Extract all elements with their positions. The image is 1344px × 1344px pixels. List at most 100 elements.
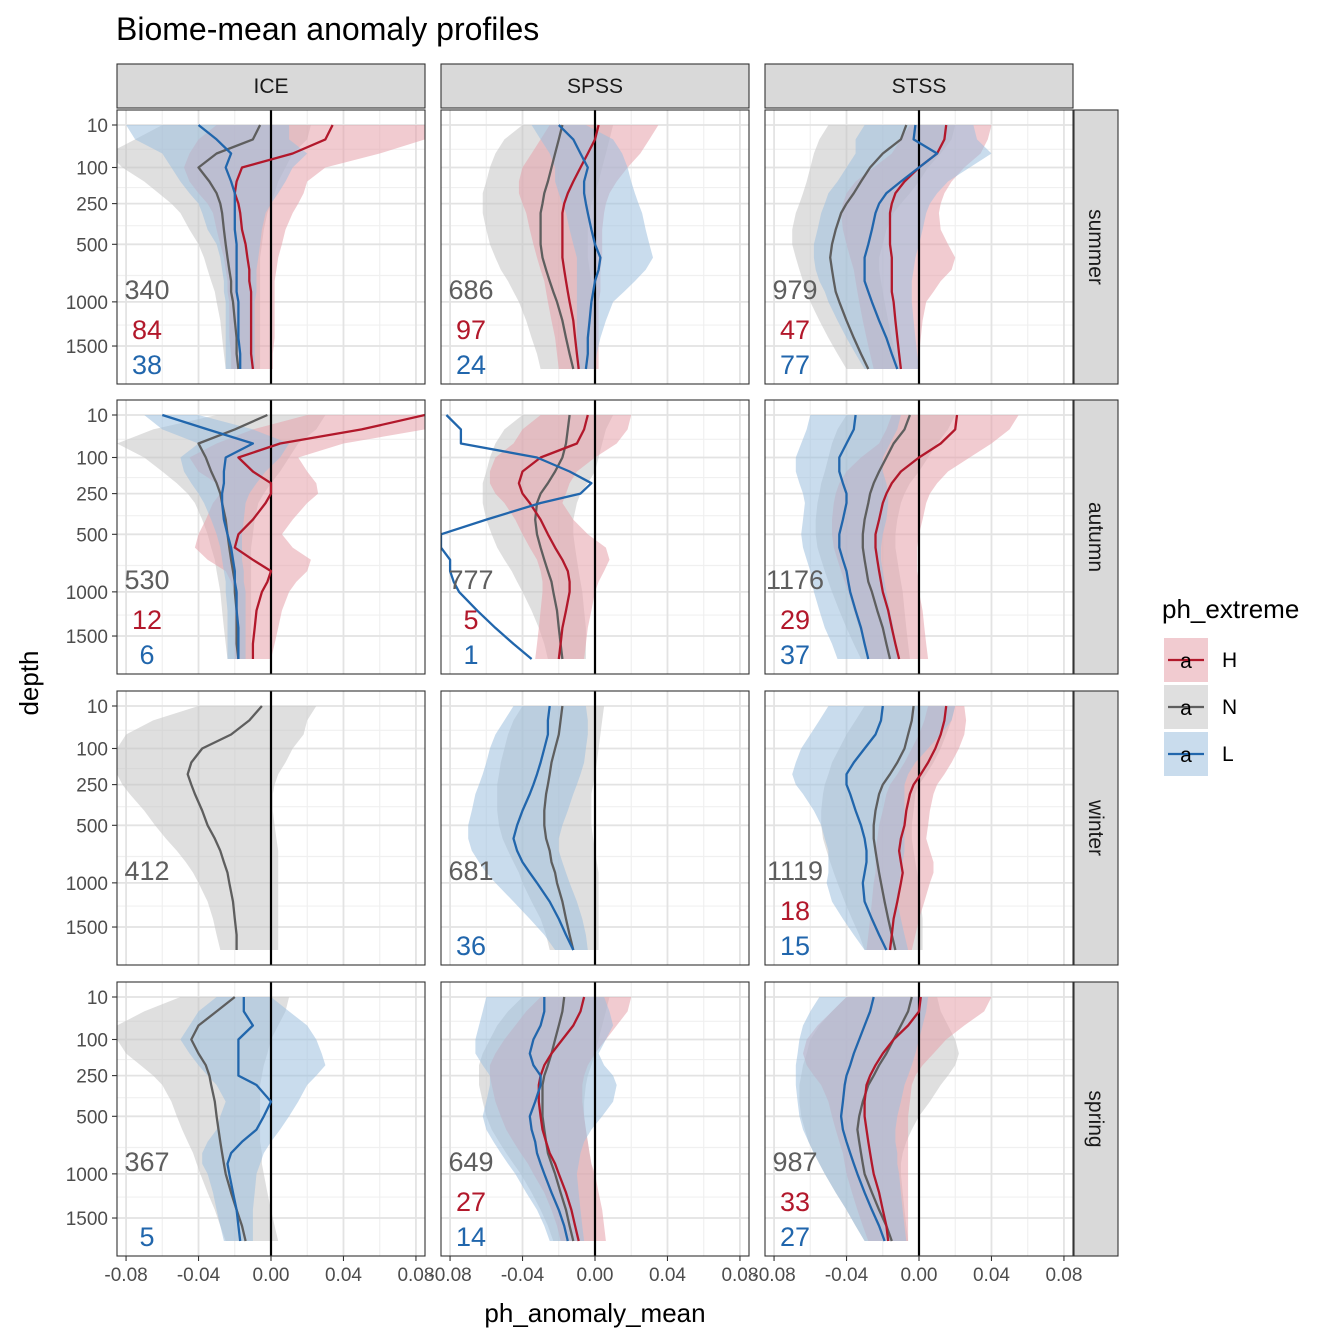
- panel-border: [440, 109, 750, 385]
- mean-line-H: [863, 996, 922, 1242]
- count-label-L: 77: [780, 350, 810, 380]
- count-label-H: 29: [780, 605, 810, 635]
- strip-label-summer: summer: [1084, 209, 1107, 285]
- count-label-H: 5: [463, 605, 478, 635]
- panel-border: [764, 399, 1074, 675]
- y-tick-label: 1000: [66, 583, 108, 604]
- legend-label: L: [1222, 743, 1234, 766]
- strip-label-winter: winter: [1084, 799, 1107, 856]
- mean-line-N: [190, 996, 247, 1242]
- mean-line-L: [845, 705, 888, 951]
- plot-area: [117, 400, 425, 674]
- plot-area: [117, 691, 317, 965]
- count-label-N: 979: [772, 275, 817, 305]
- count-label-N: 1176: [766, 565, 824, 595]
- legend-label: N: [1222, 696, 1237, 719]
- y-tick-label: 1500: [66, 337, 108, 358]
- mean-line-L: [528, 997, 569, 1242]
- x-tick-label: 0.08: [397, 1265, 434, 1286]
- ribbon-L: [795, 997, 929, 1241]
- panel-border: [764, 690, 1074, 966]
- count-label-N: 777: [448, 565, 493, 595]
- mean-line-N: [539, 124, 575, 370]
- plot-area: [441, 400, 632, 674]
- count-label-L: 38: [132, 350, 162, 380]
- legend: ph_extreme a Ha Na L: [1162, 594, 1299, 776]
- panel-ice-autumn: 530 12 6 10 100 250 500 1000 1500: [66, 399, 426, 675]
- count-label-L: 36: [456, 931, 486, 961]
- ribbon-L: [531, 125, 653, 369]
- x-tick-label: 0.08: [721, 1265, 758, 1286]
- mean-line-N: [543, 705, 575, 951]
- plot-area: [792, 110, 992, 384]
- mean-line-N: [829, 124, 908, 370]
- mean-line-L: [838, 414, 870, 660]
- y-tick-label: 250: [76, 195, 108, 216]
- mean-line-H: [888, 705, 948, 951]
- x-tick-label: 0.04: [973, 1265, 1010, 1286]
- x-tick-label: 0.00: [901, 1265, 938, 1286]
- count-label-L: 27: [780, 1222, 810, 1252]
- mean-line-L: [161, 413, 255, 659]
- x-tick-label: -0.08: [428, 1265, 471, 1286]
- plot-area: [475, 982, 632, 1256]
- y-axis-title: depth: [14, 650, 44, 715]
- ribbon-L: [144, 415, 290, 659]
- legend-key-glyph: a: [1180, 697, 1192, 720]
- y-tick-label: 10: [87, 406, 108, 427]
- panel-stss-winter: 1119 18 15: [764, 690, 1074, 966]
- y-tick-label: 500: [76, 235, 108, 256]
- mean-line-L: [557, 124, 602, 370]
- panel-border: [440, 399, 750, 675]
- y-tick-label: 1000: [66, 293, 108, 314]
- count-label-N: 367: [124, 1147, 169, 1177]
- x-tick-label: 0.04: [325, 1265, 362, 1286]
- panel-border: [764, 109, 1074, 385]
- count-label-N: 649: [448, 1147, 493, 1177]
- panel-spss-summer: 686 97 24: [440, 109, 750, 385]
- mean-line-N: [861, 414, 911, 660]
- strip-label-spring: spring: [1084, 1090, 1107, 1147]
- legend-label: H: [1222, 649, 1237, 672]
- y-tick-label: 500: [76, 816, 108, 837]
- plot-area: [795, 400, 1019, 674]
- strip-label-stss: STSS: [892, 75, 947, 98]
- mean-line-N: [872, 705, 915, 951]
- count-label-N: 1119: [767, 856, 823, 886]
- strip-spring: [1073, 981, 1119, 1257]
- plot-area: [482, 110, 659, 384]
- panels-layer: ICE SPSS STSS summer autumn winter spring 340 84…: [66, 63, 1119, 1286]
- strip-stss: [764, 63, 1074, 109]
- count-label-N: 686: [448, 275, 493, 305]
- mean-line-H: [874, 414, 959, 660]
- x-tick-label: -0.04: [177, 1265, 221, 1286]
- x-tick-label: 0.00: [577, 1265, 614, 1286]
- x-tick-label: 0.04: [649, 1265, 686, 1286]
- y-tick-label: 1000: [66, 874, 108, 895]
- x-tick-label: -0.08: [104, 1265, 147, 1286]
- x-axis-title: ph_anomaly_mean: [484, 1298, 705, 1328]
- count-label-H: 97: [456, 315, 486, 345]
- count-label-H: 18: [780, 896, 810, 926]
- plot-area: [117, 110, 425, 384]
- strip-label-spss: SPSS: [567, 75, 623, 98]
- panel-spss-spring: 649 27 14 -0.08 -0.04 0.00 0.04 0.08: [428, 981, 758, 1286]
- plot-area: [117, 982, 326, 1256]
- count-label-N: 530: [124, 565, 169, 595]
- count-label-H: 33: [780, 1187, 810, 1217]
- plot-area: [792, 691, 967, 965]
- panel-ice-spring: 367 5 10 100 250 500 1000 1500 -0.08 -0.04 0.00 0.0…: [66, 981, 434, 1286]
- panel-border: [116, 399, 426, 675]
- ribbon-N: [117, 706, 317, 950]
- x-tick-label: -0.04: [825, 1265, 869, 1286]
- panel-ice-winter: 412 10 100 250 500 1000 1500: [66, 690, 426, 966]
- y-tick-label: 10: [87, 697, 108, 718]
- count-label-L: 14: [456, 1222, 486, 1252]
- mean-line-N: [197, 124, 262, 370]
- y-tick-label: 10: [87, 116, 108, 137]
- y-tick-label: 250: [76, 485, 108, 506]
- y-tick-label: 1500: [66, 918, 108, 939]
- mean-line-L: [441, 414, 593, 660]
